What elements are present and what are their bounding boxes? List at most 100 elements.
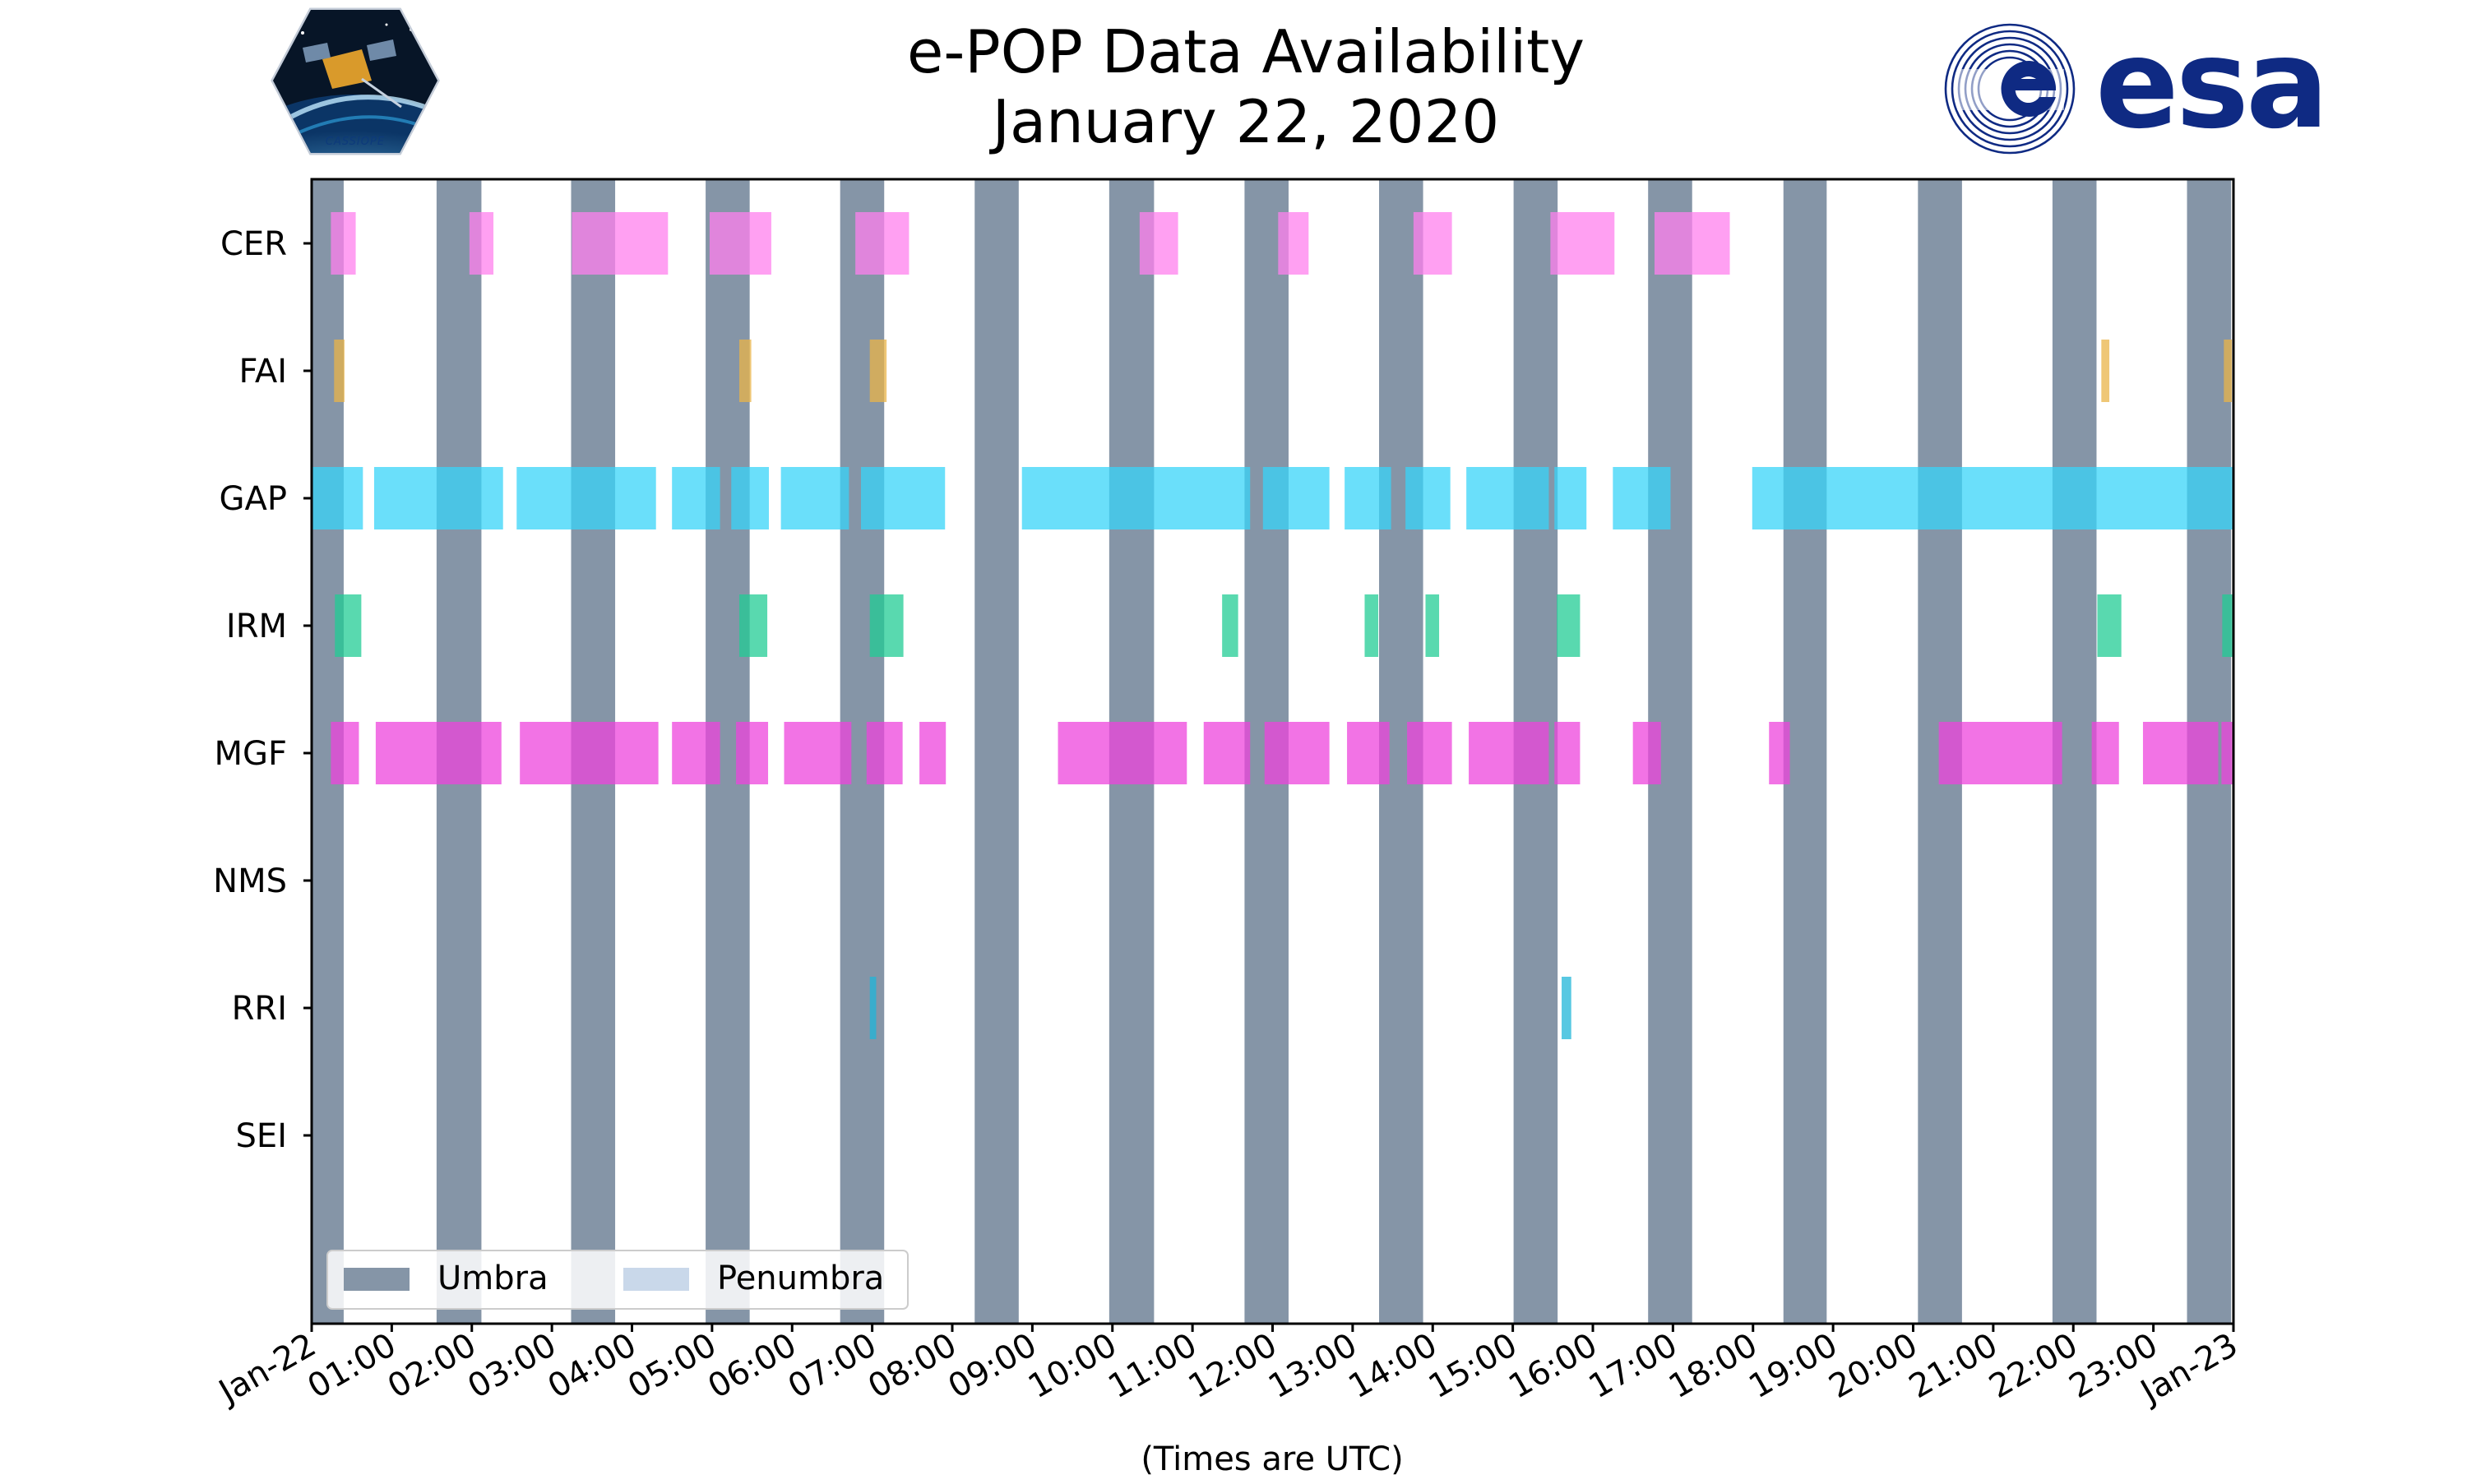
x-tick-label-21: 21:00 xyxy=(1903,1326,2004,1406)
mgf-bar-20 xyxy=(2221,722,2233,784)
gap-bar-1 xyxy=(373,467,503,529)
cer-bar-1 xyxy=(469,212,494,275)
irm-bar-2 xyxy=(869,594,904,657)
gap-bar-11 xyxy=(1466,467,1549,529)
fai-bar-2 xyxy=(869,340,887,402)
x-tick-label-17: 17:00 xyxy=(1583,1326,1684,1406)
mgf-bar-13 xyxy=(1469,722,1549,784)
umbra-band-11 xyxy=(1783,179,1827,1324)
chart-title-line-1: e-POP Data Availability xyxy=(907,17,1585,86)
x-tick-label-15: 15:00 xyxy=(1423,1326,1524,1406)
x-tick-label-20: 20:00 xyxy=(1823,1326,1924,1406)
mgf-bar-5 xyxy=(784,722,852,784)
x-tick-label-22: 22:00 xyxy=(1983,1326,2084,1406)
mgf-bar-19 xyxy=(2142,722,2219,784)
cer-bar-6 xyxy=(1278,212,1309,275)
x-tick-label-4: 04:00 xyxy=(542,1326,643,1406)
gap-bar-12 xyxy=(1554,467,1587,529)
gap-bar-10 xyxy=(1405,467,1451,529)
esa-logo-text: esa xyxy=(2095,13,2326,156)
fai-bar-1 xyxy=(738,340,752,402)
x-tick-label-12: 12:00 xyxy=(1183,1326,1284,1406)
x-tick-label-19: 19:00 xyxy=(1743,1326,1844,1406)
legend-label-umbra: Umbra xyxy=(437,1260,548,1297)
mgf-bar-2 xyxy=(520,722,659,784)
x-axis: Jan-2201:0002:0003:0004:0005:0006:0007:0… xyxy=(211,1324,2244,1412)
gap-bar-6 xyxy=(860,467,946,529)
mgf-bar-6 xyxy=(866,722,903,784)
y-tick-label-irm: IRM xyxy=(226,608,287,645)
irm-bar-6 xyxy=(1557,594,1581,657)
cer-bar-3 xyxy=(709,212,771,275)
y-axis: CER FAI GAP IRM MGF NMS RRI SEI xyxy=(213,225,312,1155)
x-tick-label-5: 05:00 xyxy=(622,1326,723,1406)
irm-bar-5 xyxy=(1425,594,1440,657)
cassiope-logo-text: CASSIOPE xyxy=(326,136,385,148)
x-tick-label-7: 07:00 xyxy=(782,1326,883,1406)
y-tick-label-sei: SEI xyxy=(236,1117,287,1155)
fai-bar-0 xyxy=(334,340,345,402)
x-tick-label-18: 18:00 xyxy=(1663,1326,1764,1406)
y-tick-label-gap: GAP xyxy=(220,480,287,518)
fai-bar-4 xyxy=(2224,340,2233,402)
cer-bar-2 xyxy=(572,212,669,275)
legend-frame xyxy=(326,1250,909,1310)
mgf-bar-7 xyxy=(919,722,947,784)
x-tick-label-14: 14:00 xyxy=(1342,1326,1443,1406)
y-tick-label-mgf: MGF xyxy=(214,735,287,773)
gap-bar-4 xyxy=(731,467,770,529)
cer-bar-7 xyxy=(1413,212,1452,275)
gap-bar-14 xyxy=(1752,467,2233,529)
mgf-bar-8 xyxy=(1058,722,1187,784)
y-tick-label-fai: FAI xyxy=(239,353,288,391)
x-tick-label-1: 01:00 xyxy=(302,1326,403,1406)
mgf-bar-14 xyxy=(1554,722,1581,784)
x-tick-label-9: 09:00 xyxy=(942,1326,1044,1406)
x-tick-label-16: 16:00 xyxy=(1502,1326,1604,1406)
x-tick-label-8: 08:00 xyxy=(862,1326,963,1406)
mgf-bar-12 xyxy=(1407,722,1452,784)
cer-bar-8 xyxy=(1550,212,1615,275)
umbra-band-5 xyxy=(974,179,1019,1324)
irm-bar-1 xyxy=(738,594,768,657)
mgf-bar-0 xyxy=(331,722,359,784)
mgf-bar-3 xyxy=(672,722,720,784)
gap-bar-9 xyxy=(1345,467,1391,529)
mgf-bar-4 xyxy=(736,722,769,784)
legend-swatch-penumbra xyxy=(623,1268,689,1291)
chart-title-line-2: January 22, 2020 xyxy=(989,87,1499,156)
gap-bar-5 xyxy=(780,467,849,529)
esa-logo: esa xyxy=(1944,13,2329,156)
rri-bar-0 xyxy=(869,977,877,1039)
mgf-bar-10 xyxy=(1264,722,1330,784)
gap-bar-0 xyxy=(312,467,363,529)
mgf-bar-1 xyxy=(375,722,502,784)
fai-bar-3 xyxy=(2101,340,2110,402)
legend-swatch-umbra xyxy=(344,1268,410,1291)
legend: Umbra Penumbra xyxy=(326,1250,909,1310)
x-tick-label-10: 10:00 xyxy=(1022,1326,1123,1406)
cer-bar-0 xyxy=(331,212,356,275)
x-tick-label-13: 13:00 xyxy=(1262,1326,1363,1406)
mgf-bar-18 xyxy=(2091,722,2119,784)
irm-bar-3 xyxy=(1222,594,1238,657)
cer-bar-9 xyxy=(1654,212,1730,275)
x-tick-label-6: 06:00 xyxy=(701,1326,803,1406)
gap-bar-2 xyxy=(516,467,656,529)
cer-bar-5 xyxy=(1139,212,1178,275)
legend-label-penumbra: Penumbra xyxy=(717,1260,884,1297)
mgf-bar-15 xyxy=(1632,722,1661,784)
x-tick-label-11: 11:00 xyxy=(1102,1326,1203,1406)
mgf-bar-16 xyxy=(1769,722,1790,784)
gap-bar-3 xyxy=(672,467,720,529)
y-tick-label-cer: CER xyxy=(220,225,287,263)
gap-bar-13 xyxy=(1613,467,1671,529)
rri-bar-1 xyxy=(1562,977,1571,1039)
x-axis-label: (Times are UTC) xyxy=(1141,1440,1403,1478)
mgf-bar-17 xyxy=(1938,722,2062,784)
x-tick-label-2: 02:00 xyxy=(382,1326,483,1406)
gap-bar-7 xyxy=(1021,467,1251,529)
irm-bar-4 xyxy=(1364,594,1379,657)
